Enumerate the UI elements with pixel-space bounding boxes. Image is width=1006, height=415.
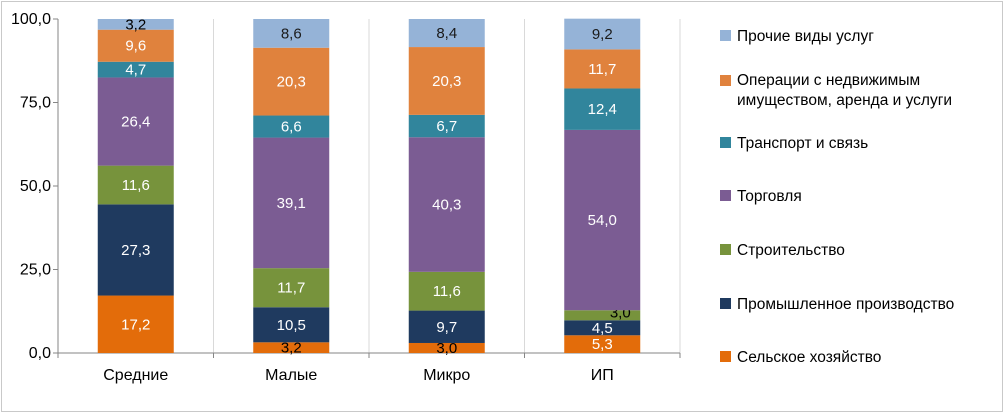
bar-segment <box>564 310 641 321</box>
bar-segment <box>253 307 330 343</box>
y-tick-label: 50,0 <box>20 178 51 195</box>
legend-label: Торговля <box>737 188 802 205</box>
data-label: 17,2 <box>121 316 150 333</box>
bar-segment <box>564 320 641 336</box>
data-label: 3,2 <box>125 16 146 33</box>
legend-label: Строительство <box>737 242 845 259</box>
x-tick-label: ИП <box>591 367 614 384</box>
data-label: 3,2 <box>281 340 302 357</box>
bar-segment <box>408 114 485 138</box>
bar-segment <box>253 115 330 138</box>
data-label: 26,4 <box>121 114 150 131</box>
data-label: 3,0 <box>436 340 457 357</box>
bar-segment <box>408 271 485 311</box>
bar-segment <box>97 77 174 166</box>
legend-label: Транспорт и связь <box>737 135 868 152</box>
bar-segment <box>408 342 485 353</box>
legend-swatch <box>720 30 731 41</box>
bar-segment <box>97 29 174 62</box>
legend-label: Операции с недвижимым <box>737 72 920 89</box>
bar-segment <box>97 61 174 78</box>
bar-segment <box>253 47 330 116</box>
data-label: 54,0 <box>588 212 617 229</box>
bar-segment <box>564 88 641 130</box>
bar-segment <box>97 165 174 205</box>
bar-segment <box>408 310 485 343</box>
legend-swatch <box>720 351 731 362</box>
legend-label: Промышленное производство <box>737 296 954 313</box>
bar-segment <box>564 49 641 89</box>
data-label: 40,3 <box>432 197 461 214</box>
data-label: 9,2 <box>592 26 613 43</box>
bar-segment <box>253 137 330 269</box>
data-label: 5,3 <box>592 336 613 353</box>
legend-swatch <box>720 244 731 255</box>
legend-swatch <box>720 137 731 148</box>
legend-label: Прочие виды услуг <box>737 28 874 45</box>
legend-label: имуществом, аренда и услуги <box>737 92 952 109</box>
bar-segment <box>253 19 330 48</box>
data-label: 9,7 <box>436 319 457 336</box>
data-label: 11,6 <box>433 283 461 300</box>
bar-segment <box>97 204 174 296</box>
data-label: 20,3 <box>277 74 306 91</box>
x-tick-label: Микро <box>423 367 470 384</box>
bar-segment <box>253 268 330 308</box>
bar-segment <box>564 129 641 311</box>
data-label: 39,1 <box>277 195 306 212</box>
data-label: 20,3 <box>432 73 461 90</box>
data-label: 4,7 <box>125 62 146 79</box>
x-tick-label: Средние <box>103 367 168 384</box>
bar-segment <box>564 335 641 353</box>
y-tick-label: 75,0 <box>20 95 51 112</box>
data-label: 8,4 <box>436 25 457 42</box>
bar-segment <box>97 295 174 353</box>
legend-swatch <box>720 190 731 201</box>
data-label: 9,6 <box>125 38 146 55</box>
bar-segment <box>408 19 485 48</box>
y-tick-label: 25,0 <box>20 262 51 279</box>
bar-segment <box>564 18 641 50</box>
legend-swatch <box>720 75 731 86</box>
x-tick-label: Малые <box>265 367 317 384</box>
data-label: 6,7 <box>436 118 457 135</box>
data-label: 11,7 <box>277 280 305 297</box>
data-label: 10,5 <box>277 317 306 334</box>
data-label: 4,5 <box>592 320 613 337</box>
data-label: 27,3 <box>121 242 150 259</box>
bar-segment <box>97 19 174 30</box>
legend-swatch <box>720 298 731 309</box>
data-label: 11,7 <box>588 61 616 78</box>
y-tick-label: 100,0 <box>11 11 51 28</box>
data-label: 6,6 <box>281 119 302 136</box>
y-tick-label: 0,0 <box>29 345 51 362</box>
data-label: 8,6 <box>281 25 302 42</box>
bar-segment <box>408 47 485 115</box>
legend-label: Сельское хозяйство <box>737 349 881 366</box>
bar-segment <box>408 137 485 272</box>
data-label: 12,4 <box>588 101 617 118</box>
data-label: 11,6 <box>122 177 150 194</box>
bar-segment <box>253 342 330 353</box>
